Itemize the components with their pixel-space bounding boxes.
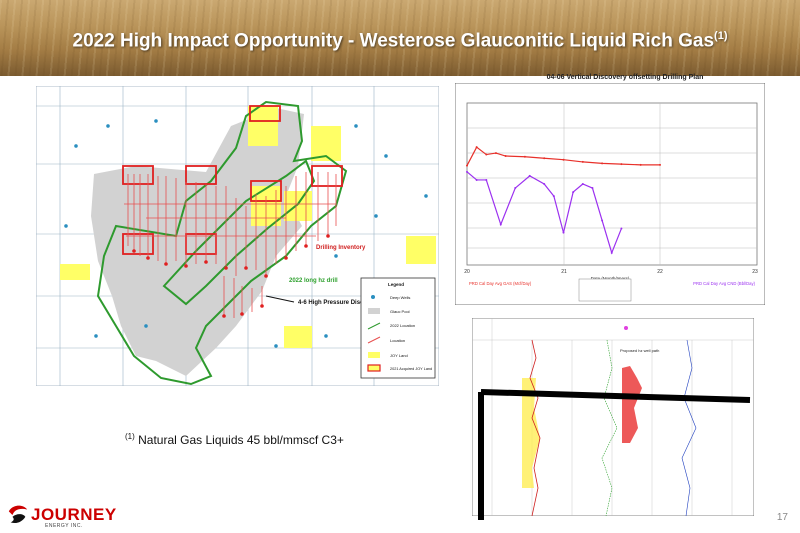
x-tick-23: 23 <box>752 269 758 275</box>
land-map: Drilling Inventory 2022 long hz drill 4-… <box>36 86 439 386</box>
condensate-series-point <box>552 195 555 198</box>
condensate-series-point <box>499 223 502 226</box>
legend-glauc-pool: Glauc Pool <box>390 309 410 314</box>
log-annotation: Proposed hz well path <box>620 348 659 353</box>
discovery-arrow <box>265 295 295 303</box>
well-dots <box>132 234 330 318</box>
condensate-series-point <box>610 251 613 254</box>
journey-logo: JOURNEY ENERGY INC. <box>5 500 135 533</box>
legend-2022-location: 2022 Location <box>390 323 415 328</box>
well-log-panel: Proposed hz well path <box>472 318 754 516</box>
condensate-series-point <box>485 178 488 181</box>
deep-wells <box>64 119 428 368</box>
gas-series-point <box>494 152 497 155</box>
legend-location: Location <box>390 338 405 343</box>
legend-joy-land: JOY Land <box>390 353 408 358</box>
logo-sub: ENERGY INC. <box>45 523 83 529</box>
logo-mark <box>8 505 28 524</box>
gas-series-point <box>543 157 546 160</box>
gas-series-point <box>523 155 526 158</box>
condensate-series-point <box>572 191 575 194</box>
condensate-series-point <box>591 187 594 190</box>
gas-series-point <box>466 164 468 167</box>
gas-series-point <box>581 160 584 163</box>
footnote: (1) Natural Gas Liquids 45 bbl/mmscf C3+ <box>125 432 344 447</box>
resistivity-fill <box>622 366 642 443</box>
condensate-series-point <box>475 178 478 181</box>
condensate-series-point <box>514 187 517 190</box>
gas-series-point <box>504 155 507 158</box>
x-tick-20: 20 <box>464 269 470 275</box>
discovery-label: 4-6 High Pressure Discovery <box>298 300 380 306</box>
gas-series-point <box>659 163 661 166</box>
gas-series-point <box>620 163 623 166</box>
gas-series-point <box>475 146 478 149</box>
production-grid <box>467 103 757 265</box>
production-chart-title: 04-06 Vertical Discovery offsetting Dril… <box>546 74 704 81</box>
long-hz-label: 2022 long hz drill <box>289 278 338 284</box>
x-tick-21: 21 <box>561 269 567 275</box>
gas-series-point <box>601 162 604 165</box>
x-tick-22: 22 <box>657 269 663 275</box>
condensate-series-point <box>543 183 546 185</box>
gas-series-point <box>485 153 488 156</box>
x-ticks: 20 21 22 23 <box>464 269 758 275</box>
condensate-series-point <box>601 219 604 222</box>
condensate-series-point <box>620 227 623 230</box>
legend-title: Legend <box>388 282 404 287</box>
neutron-curve <box>601 339 618 516</box>
legend-deep-wells: Deep Wells <box>390 295 410 300</box>
legend-acquired-land: 2021 Acquired JOY Land <box>390 367 432 371</box>
page-number: 17 <box>776 512 788 523</box>
gas-series-point <box>639 163 642 166</box>
map-legend: Legend Deep Wells Glauc Pool 2022 Locati… <box>360 277 436 379</box>
production-series <box>466 146 661 255</box>
condensate-series-point <box>528 174 531 177</box>
grey-pool <box>91 108 304 376</box>
production-chart: 20 21 22 23 Date (Month/Years) PRD Cal D… <box>455 83 765 305</box>
condensate-series-point <box>466 170 468 173</box>
legend-gas: PRD Cal Day Avg GAS (Mcf/Day) <box>469 281 532 286</box>
gr-curve <box>529 339 541 516</box>
drilling-inventory-label: Drilling Inventory <box>316 245 366 251</box>
density-curve <box>681 339 697 516</box>
x-axis-label: Date (Month/Years) <box>591 276 630 281</box>
legend-condensate: PRD Cal Day Avg CND (Bbl/Day) <box>693 281 755 286</box>
slide-title: 2022 High Impact Opportunity - Westerose… <box>72 30 728 52</box>
logo-name: JOURNEY <box>31 505 117 524</box>
title-banner: 2022 High Impact Opportunity - Westerose… <box>0 0 800 76</box>
condensate-series-point <box>581 183 584 185</box>
well-locations <box>124 172 337 318</box>
gas-series-point <box>562 158 565 161</box>
gr-fill <box>522 378 540 488</box>
condensate-series-point <box>562 231 565 234</box>
